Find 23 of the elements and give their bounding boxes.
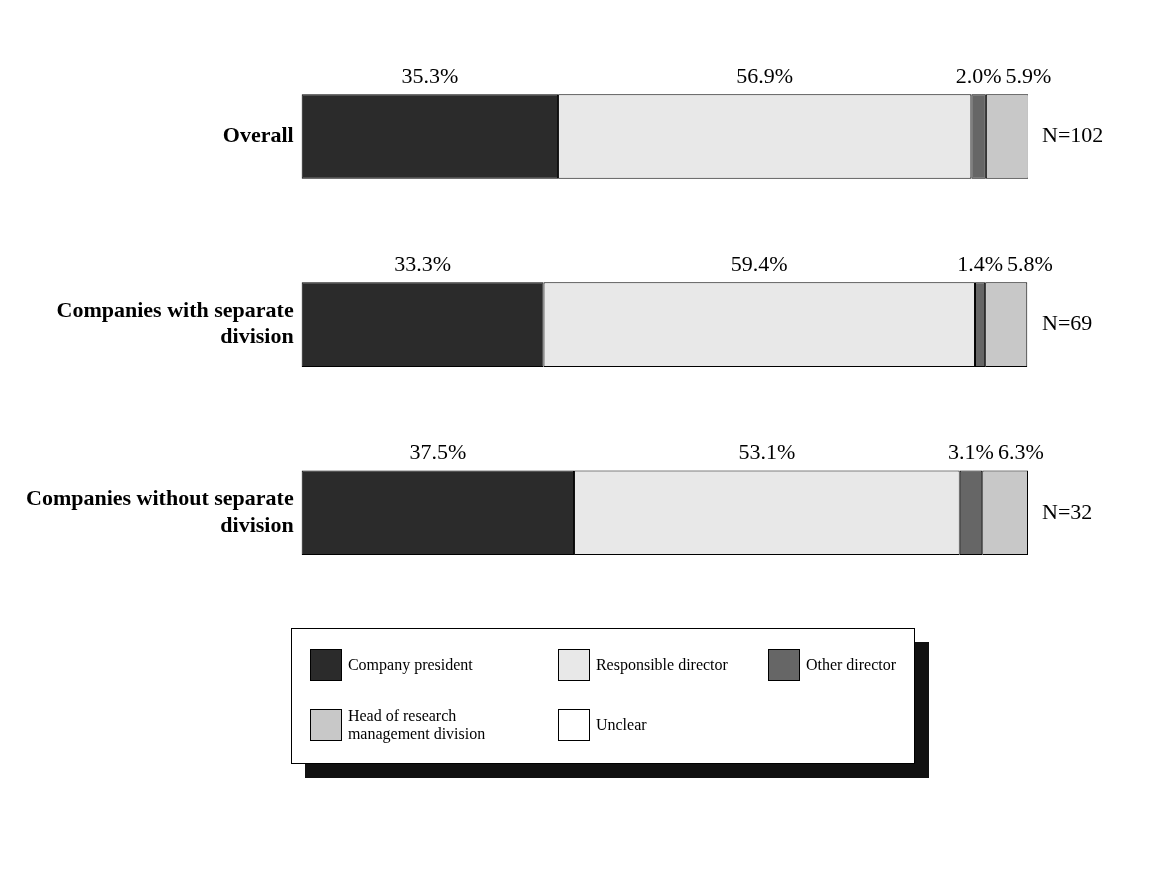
data-label: 5.8%	[1006, 251, 1053, 277]
legend-label: Unclear	[595, 716, 647, 734]
y-tick-label: Companies without separate division	[25, 485, 294, 537]
data-label: 35.3%	[401, 62, 459, 88]
data-label: 6.3%	[997, 439, 1044, 465]
y-tick-label: Companies with separate division	[56, 297, 294, 349]
data-label: 3.1%	[948, 439, 994, 465]
data-label: 37.5%	[409, 439, 467, 465]
legend-label: Head of research management division	[347, 707, 487, 743]
data-label: 56.9%	[736, 62, 794, 88]
data-label: 33.3%	[394, 251, 452, 277]
text: N=69	[1042, 310, 1093, 336]
legend-label: Other director	[805, 656, 897, 674]
text: N=102	[1042, 122, 1104, 148]
legend-label: Company president	[347, 656, 473, 674]
y-tick-label: Overall	[222, 122, 294, 148]
data-label: 53.1%	[738, 439, 796, 465]
legend-label: Responsible director	[595, 656, 728, 674]
data-label: 5.9%	[1005, 62, 1052, 88]
text: N=32	[1042, 498, 1093, 524]
data-label: 2.0%	[955, 62, 1002, 88]
data-label: 59.4%	[730, 251, 788, 277]
data-label: 1.4%	[957, 251, 1003, 277]
